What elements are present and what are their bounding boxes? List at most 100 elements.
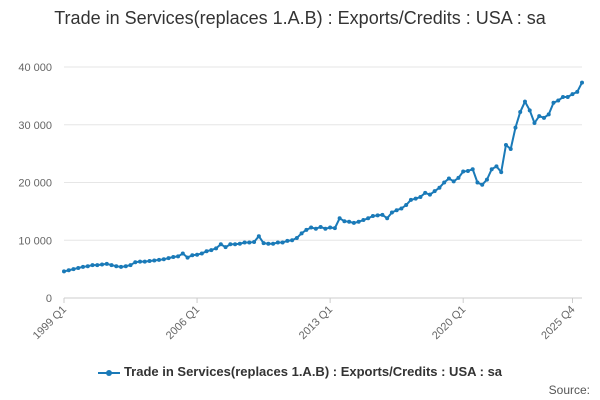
data-point[interactable] bbox=[580, 80, 584, 85]
data-point[interactable] bbox=[128, 263, 133, 268]
data-point[interactable] bbox=[242, 240, 247, 245]
data-point[interactable] bbox=[537, 114, 542, 119]
data-point[interactable] bbox=[123, 264, 128, 269]
data-point[interactable] bbox=[366, 216, 371, 221]
data-point[interactable] bbox=[133, 260, 138, 265]
data-point[interactable] bbox=[413, 196, 418, 201]
data-point[interactable] bbox=[323, 226, 328, 231]
data-point[interactable] bbox=[81, 264, 86, 269]
data-point[interactable] bbox=[522, 99, 527, 104]
data-point[interactable] bbox=[109, 263, 114, 268]
data-point[interactable] bbox=[66, 268, 71, 273]
data-point[interactable] bbox=[147, 259, 152, 264]
data-point[interactable] bbox=[252, 239, 257, 244]
data-point[interactable] bbox=[76, 265, 81, 270]
data-point[interactable] bbox=[85, 264, 90, 269]
data-point[interactable] bbox=[370, 213, 375, 218]
data-point[interactable] bbox=[171, 254, 176, 259]
data-point[interactable] bbox=[95, 263, 100, 268]
data-point[interactable] bbox=[508, 147, 513, 152]
data-point[interactable] bbox=[380, 212, 385, 217]
data-point[interactable] bbox=[318, 224, 323, 229]
data-point[interactable] bbox=[399, 206, 404, 211]
data-point[interactable] bbox=[342, 219, 347, 224]
data-point[interactable] bbox=[389, 210, 394, 215]
data-point[interactable] bbox=[532, 121, 537, 126]
data-point[interactable] bbox=[180, 251, 185, 256]
data-point[interactable] bbox=[294, 235, 299, 240]
data-point[interactable] bbox=[237, 241, 242, 246]
data-point[interactable] bbox=[247, 240, 252, 245]
data-point[interactable] bbox=[451, 179, 456, 184]
data-point[interactable] bbox=[461, 169, 466, 174]
data-point[interactable] bbox=[470, 167, 475, 172]
data-point[interactable] bbox=[337, 216, 342, 221]
data-point[interactable] bbox=[418, 194, 423, 199]
data-point[interactable] bbox=[209, 248, 214, 253]
data-point[interactable] bbox=[100, 262, 105, 267]
data-point[interactable] bbox=[408, 197, 413, 202]
data-point[interactable] bbox=[446, 176, 451, 181]
data-point[interactable] bbox=[309, 225, 314, 230]
data-point[interactable] bbox=[489, 167, 494, 172]
data-point[interactable] bbox=[62, 269, 66, 274]
data-point[interactable] bbox=[356, 219, 361, 224]
data-point[interactable] bbox=[71, 267, 76, 272]
data-point[interactable] bbox=[361, 218, 366, 223]
data-point[interactable] bbox=[119, 264, 124, 269]
data-point[interactable] bbox=[285, 238, 290, 243]
data-point[interactable] bbox=[503, 142, 508, 147]
data-point[interactable] bbox=[152, 258, 157, 263]
data-point[interactable] bbox=[157, 257, 162, 262]
data-point[interactable] bbox=[484, 177, 489, 182]
data-point[interactable] bbox=[347, 219, 352, 224]
data-point[interactable] bbox=[385, 216, 390, 221]
data-point[interactable] bbox=[176, 254, 181, 259]
data-point[interactable] bbox=[280, 240, 285, 245]
data-point[interactable] bbox=[166, 256, 171, 261]
data-point[interactable] bbox=[437, 185, 442, 190]
data-point[interactable] bbox=[570, 92, 575, 97]
data-point[interactable] bbox=[513, 125, 518, 130]
data-point[interactable] bbox=[161, 257, 166, 262]
data-point[interactable] bbox=[199, 251, 204, 256]
data-point[interactable] bbox=[494, 164, 499, 169]
data-point[interactable] bbox=[104, 261, 109, 266]
data-point[interactable] bbox=[351, 220, 356, 225]
data-point[interactable] bbox=[328, 225, 333, 230]
data-point[interactable] bbox=[275, 240, 280, 245]
data-point[interactable] bbox=[518, 110, 523, 115]
data-point[interactable] bbox=[218, 242, 223, 247]
data-point[interactable] bbox=[214, 246, 219, 251]
data-point[interactable] bbox=[480, 182, 485, 187]
data-point[interactable] bbox=[290, 238, 295, 243]
data-point[interactable] bbox=[261, 241, 266, 246]
data-point[interactable] bbox=[546, 112, 551, 117]
data-point[interactable] bbox=[90, 263, 95, 268]
data-point[interactable] bbox=[465, 168, 470, 173]
data-point[interactable] bbox=[551, 100, 556, 105]
data-point[interactable] bbox=[299, 231, 304, 236]
data-point[interactable] bbox=[404, 203, 409, 208]
data-point[interactable] bbox=[233, 242, 238, 247]
data-point[interactable] bbox=[456, 175, 461, 180]
data-point[interactable] bbox=[332, 226, 337, 231]
data-point[interactable] bbox=[138, 259, 143, 264]
data-point[interactable] bbox=[256, 234, 261, 239]
data-point[interactable] bbox=[142, 259, 147, 264]
data-point[interactable] bbox=[475, 180, 480, 185]
data-point[interactable] bbox=[204, 249, 209, 254]
data-point[interactable] bbox=[541, 115, 546, 120]
data-point[interactable] bbox=[195, 252, 200, 257]
data-point[interactable] bbox=[575, 89, 580, 94]
data-point[interactable] bbox=[266, 241, 271, 246]
data-point[interactable] bbox=[565, 95, 570, 100]
data-point[interactable] bbox=[394, 208, 399, 213]
data-point[interactable] bbox=[560, 95, 565, 100]
data-point[interactable] bbox=[499, 170, 504, 175]
data-point[interactable] bbox=[432, 189, 437, 194]
data-point[interactable] bbox=[185, 255, 190, 260]
data-point[interactable] bbox=[556, 98, 561, 103]
data-point[interactable] bbox=[313, 226, 318, 231]
data-point[interactable] bbox=[223, 245, 228, 250]
